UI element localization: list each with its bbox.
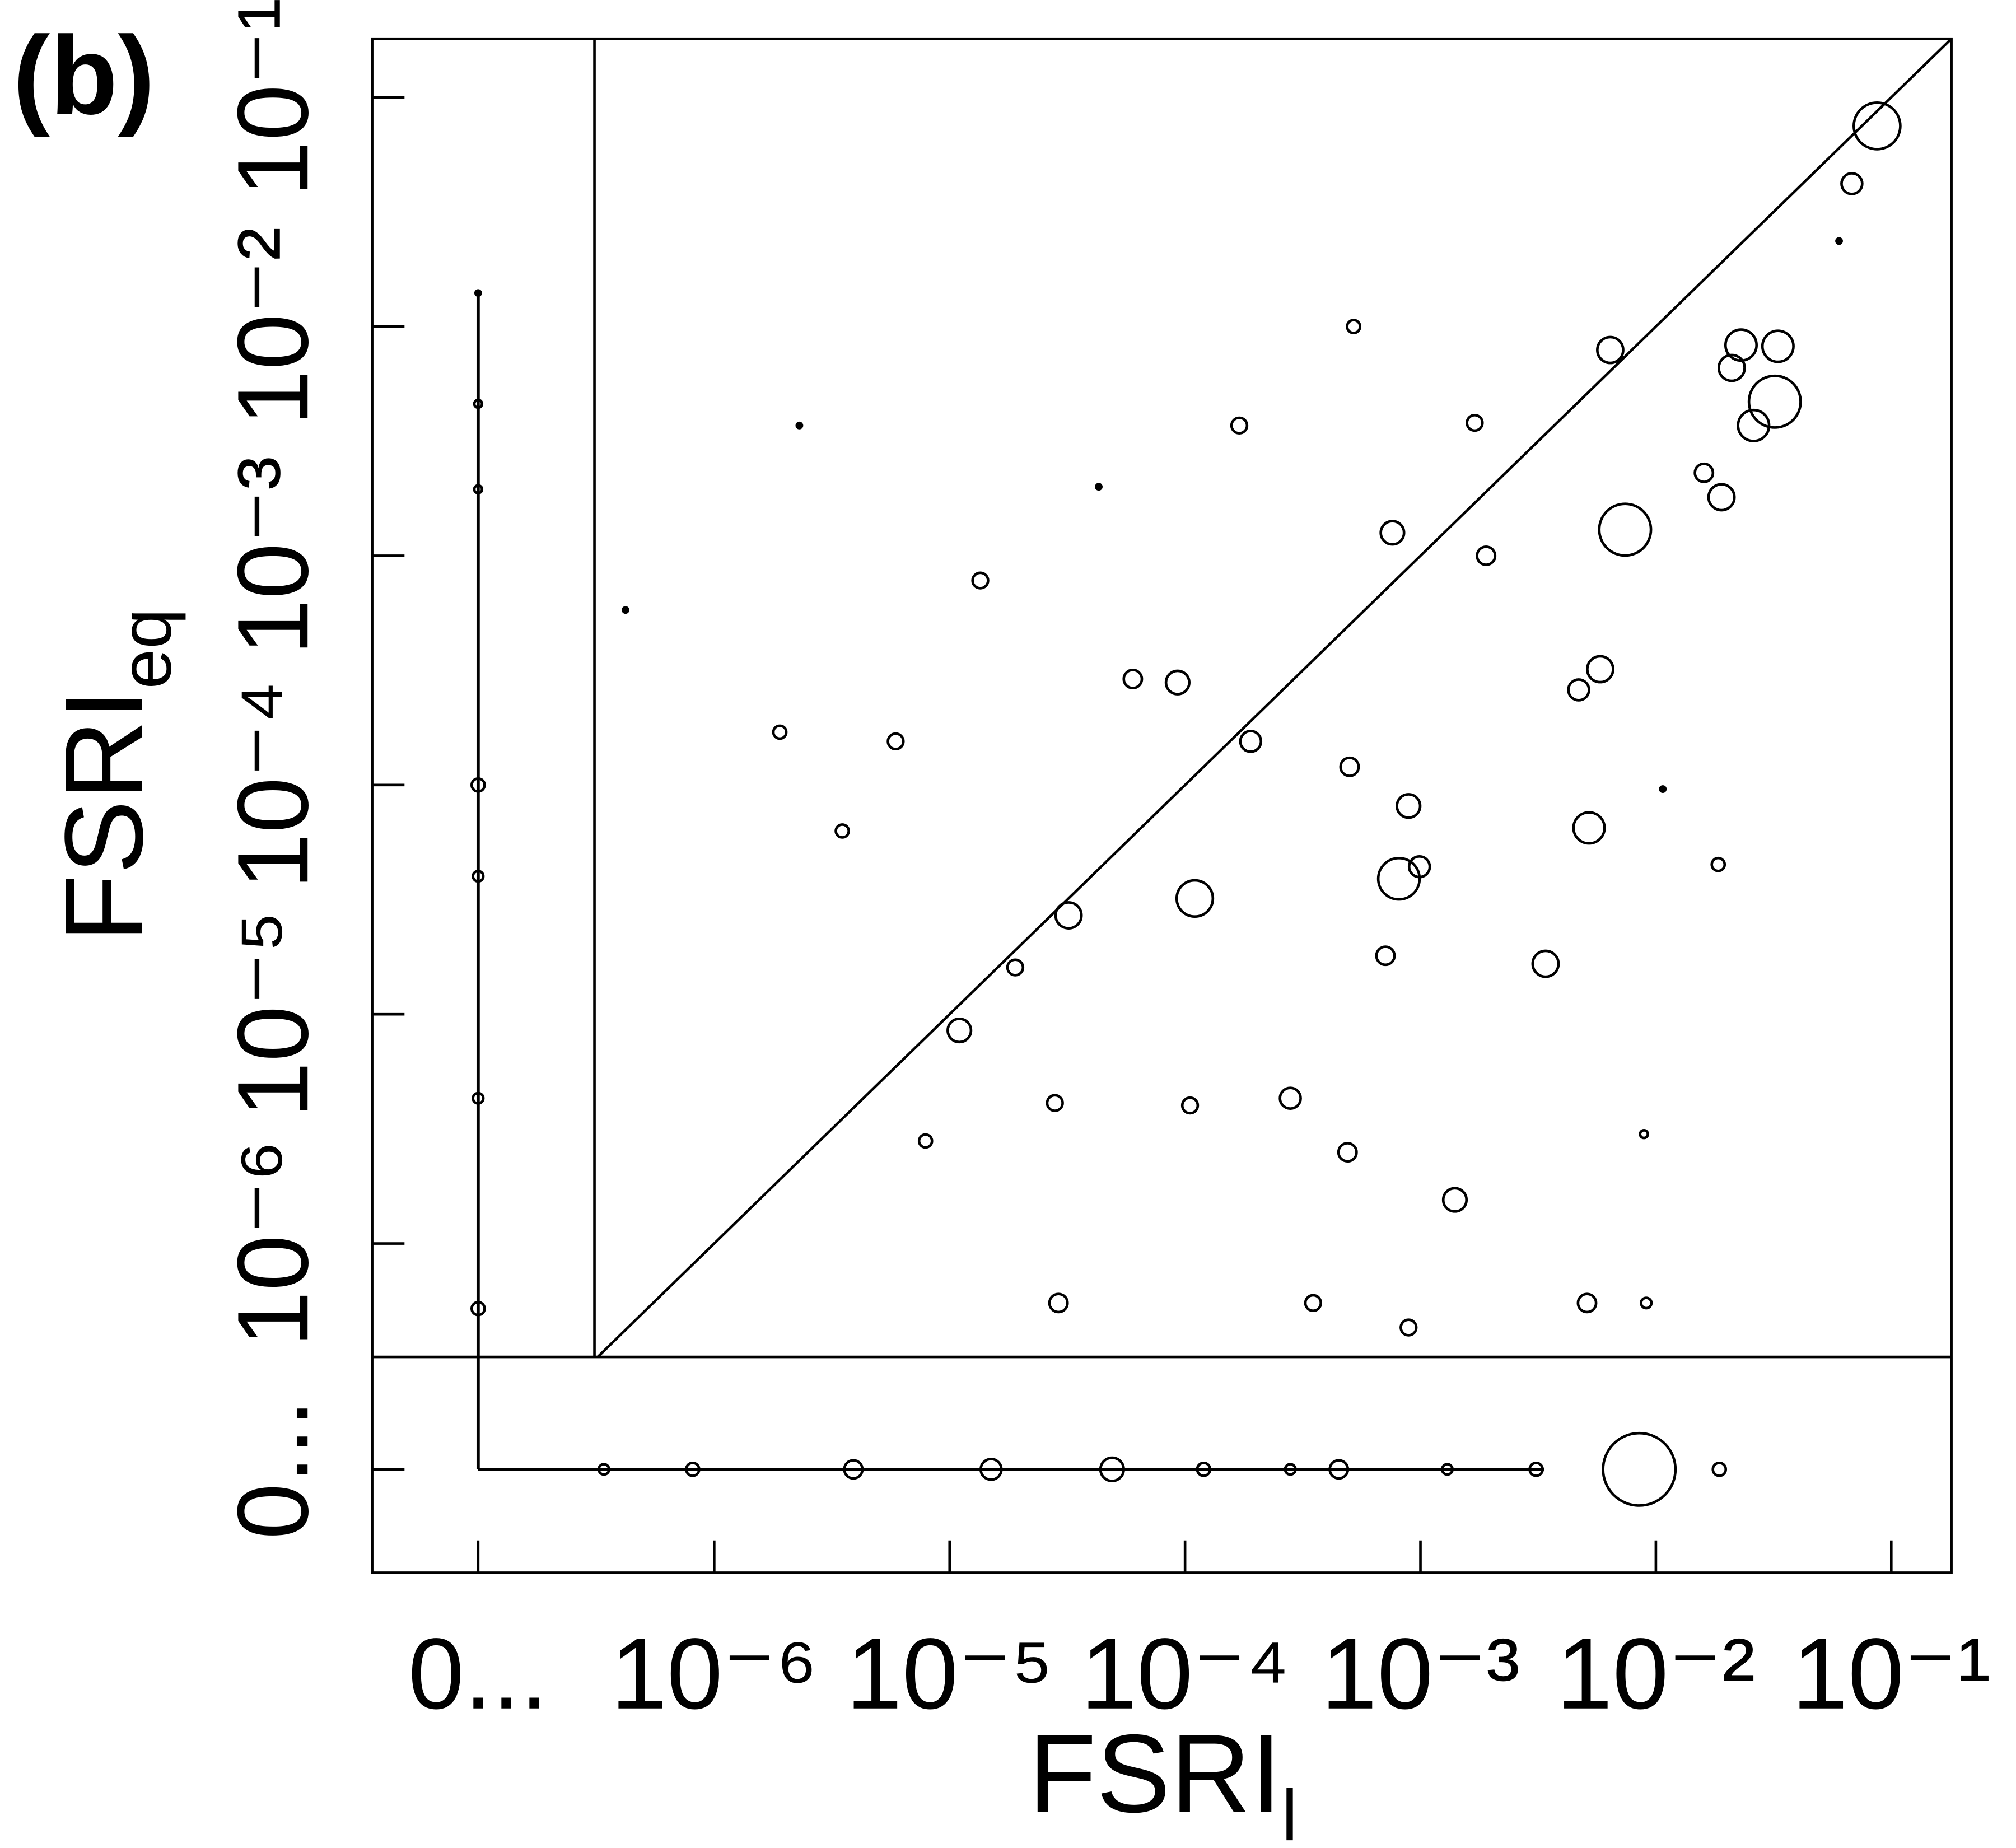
- point: [474, 289, 482, 297]
- point: [971, 571, 990, 590]
- x-tick-label: 10⁻³: [1321, 1618, 1520, 1730]
- point: [1602, 1431, 1677, 1507]
- point: [1379, 520, 1406, 546]
- point: [1737, 408, 1771, 442]
- x-axis-title-sub: l: [1282, 1775, 1298, 1848]
- point: [472, 870, 485, 883]
- point: [1196, 1462, 1212, 1477]
- point: [1659, 785, 1667, 793]
- point: [1761, 329, 1795, 363]
- point: [1239, 730, 1263, 753]
- point: [1586, 655, 1614, 684]
- point: [622, 606, 629, 614]
- point: [1572, 811, 1606, 845]
- point: [1476, 545, 1497, 566]
- y-tick-label: 10⁻⁴: [217, 681, 329, 890]
- point: [1852, 101, 1902, 151]
- panel-label: (b): [13, 13, 155, 138]
- x-tick-label: 10⁻⁵: [846, 1618, 1053, 1730]
- point: [1328, 1459, 1350, 1480]
- point: [473, 484, 484, 494]
- point: [1048, 1292, 1069, 1314]
- point: [1230, 416, 1249, 435]
- point: [1099, 1456, 1125, 1482]
- point: [1531, 949, 1560, 978]
- point: [470, 1300, 486, 1317]
- point: [1717, 353, 1746, 382]
- point: [1376, 856, 1421, 901]
- point: [1576, 1292, 1598, 1314]
- point: [1175, 879, 1215, 918]
- point: [1598, 502, 1653, 557]
- point: [1337, 1142, 1358, 1163]
- y-tick-label: 10⁻³: [217, 456, 329, 655]
- point: [1567, 678, 1590, 702]
- point: [1396, 793, 1422, 819]
- point: [1466, 413, 1484, 432]
- x-tick-label: 10⁻⁶: [611, 1618, 818, 1730]
- y-tick-label: 10⁻²: [217, 227, 329, 426]
- point: [1840, 172, 1864, 195]
- point: [772, 724, 788, 740]
- point: [1164, 669, 1191, 696]
- x-axis-title: FSRIl: [1029, 1711, 1298, 1848]
- point: [834, 823, 850, 839]
- point: [917, 1133, 934, 1149]
- y-tick-label: 10⁻⁵: [217, 911, 329, 1118]
- point: [886, 732, 905, 751]
- point: [473, 398, 484, 409]
- point: [1640, 1296, 1653, 1310]
- point: [1441, 1187, 1468, 1213]
- point: [1006, 958, 1025, 977]
- plot-frame: [371, 37, 1953, 1574]
- point: [1399, 1318, 1418, 1337]
- y-axis-title: FSRIeq: [42, 609, 186, 942]
- y-tick-label: 0...: [217, 1399, 329, 1539]
- point: [1596, 335, 1625, 365]
- point: [1346, 319, 1361, 334]
- point: [1407, 855, 1431, 879]
- x-tick-label: 10⁻⁴: [1081, 1618, 1290, 1730]
- point: [1639, 1128, 1649, 1140]
- point: [843, 1459, 864, 1480]
- point: [1440, 1463, 1454, 1476]
- point: [946, 1017, 973, 1044]
- identity-line: [596, 38, 1953, 1358]
- point: [1711, 1462, 1728, 1477]
- point: [1304, 1294, 1323, 1312]
- point: [1095, 483, 1103, 491]
- point: [685, 1462, 701, 1477]
- point: [1046, 1094, 1064, 1112]
- point: [472, 1091, 485, 1105]
- x-axis-title-main: FSRI: [1029, 1711, 1282, 1836]
- point: [470, 777, 486, 793]
- point: [1707, 483, 1736, 512]
- y-tick-label: 10⁻¹: [217, 0, 329, 197]
- point: [1180, 1096, 1200, 1115]
- x-tick-label: 10⁻¹: [1792, 1618, 1991, 1730]
- point: [1122, 669, 1144, 689]
- point: [1339, 756, 1360, 777]
- x-tick-label: 0...: [408, 1618, 548, 1730]
- point: [597, 1463, 610, 1476]
- point: [1693, 462, 1715, 483]
- point: [1710, 856, 1726, 872]
- y-axis-title-main: FSRI: [42, 689, 166, 942]
- point: [979, 1458, 1003, 1481]
- point: [1054, 901, 1083, 930]
- point: [1278, 1086, 1302, 1110]
- point: [1284, 1463, 1297, 1476]
- point: [1835, 237, 1843, 245]
- x-tick-label: 10⁻²: [1556, 1618, 1755, 1730]
- point: [1375, 945, 1396, 967]
- point: [795, 421, 804, 430]
- point: [1528, 1462, 1544, 1477]
- y-axis-title-sub: eq: [106, 609, 186, 689]
- y-tick-label: 10⁻⁶: [217, 1140, 329, 1347]
- point: [1747, 374, 1802, 429]
